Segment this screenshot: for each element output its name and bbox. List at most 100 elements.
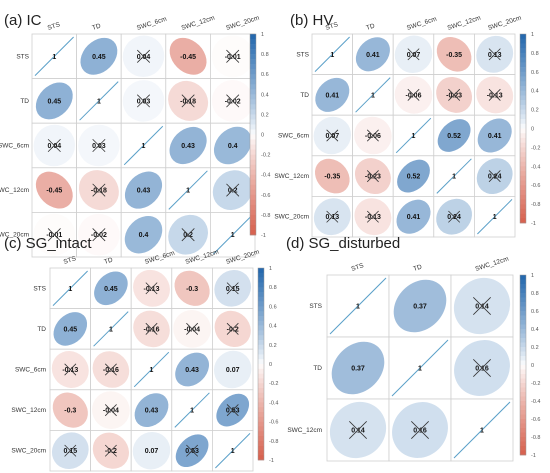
correlation-value: -0.02	[225, 98, 241, 105]
colorbar-segment	[520, 43, 526, 49]
colorbar-segment	[520, 383, 526, 388]
matrix-cell: 0.15	[211, 267, 254, 309]
colorbar-segment	[520, 405, 526, 411]
colorbar-segment	[250, 154, 256, 160]
colorbar-tick-label: -0.4	[261, 173, 270, 179]
correlation-value: -0.23	[446, 92, 462, 99]
correlation-value: 1	[231, 448, 235, 455]
column-label: SWC_20cm	[487, 15, 522, 32]
column-label: SWC_20cm	[225, 15, 260, 32]
colorbar-tick-label: -1	[261, 233, 266, 239]
column-label: SWC_12cm	[474, 256, 509, 273]
colorbar-segment	[250, 174, 256, 181]
colorbar-segment	[258, 320, 264, 326]
non-significant-cross	[473, 297, 491, 315]
colorbar-segment	[258, 340, 264, 346]
correlation-ellipse	[35, 171, 73, 209]
colorbar-tick-label: -0.2	[531, 381, 540, 387]
colorbar-tick-label: 0.6	[269, 304, 277, 310]
correlation-value: 1	[493, 214, 497, 221]
row-label: STS	[33, 285, 46, 292]
diagonal-line	[168, 170, 208, 210]
matrix-cell: -0.3	[49, 389, 91, 431]
correlation-ellipse	[213, 350, 252, 389]
colorbar-segment	[520, 320, 526, 325]
matrix-cell: 0.07	[130, 429, 173, 472]
colorbar-frame	[249, 33, 257, 236]
correlation-value: -0.45	[180, 54, 196, 61]
colorbar-tick-label: 0.4	[531, 327, 539, 333]
row-label: SWC_12cm	[0, 187, 29, 194]
colorbar-segment	[520, 208, 526, 214]
colorbar-segment	[250, 84, 256, 90]
colorbar-segment	[520, 293, 526, 298]
colorbar-segment	[250, 54, 256, 60]
matrix-cell: -0.06	[392, 74, 435, 116]
colorbar-segment	[520, 392, 526, 397]
correlation-value: 1	[97, 98, 101, 105]
matrix-cell: 0.16	[450, 336, 514, 400]
matrix-cell: -0.04	[90, 389, 132, 431]
matrix-cell: -0.2	[90, 429, 132, 472]
colorbar-segment	[520, 100, 526, 106]
correlation-value: 0.03	[137, 98, 151, 105]
correlation-value: 0.14	[351, 428, 365, 435]
colorbar-tick-label: -0.6	[269, 420, 278, 426]
matrix-cell: 0.14	[450, 274, 514, 338]
colorbar-segment	[520, 185, 526, 191]
diagonal-line	[93, 311, 129, 347]
colorbar-segment	[258, 436, 264, 442]
non-significant-cross	[92, 183, 106, 197]
colorbar-segment	[250, 139, 256, 145]
colorbar-segment	[258, 392, 264, 398]
colorbar-tick-label: -0.4	[531, 399, 540, 405]
correlation-value: 0.45	[47, 98, 61, 105]
colorbar-segment	[520, 67, 526, 73]
non-significant-cross	[366, 170, 379, 183]
non-significant-cross	[326, 129, 339, 142]
colorbar-segment	[520, 450, 526, 456]
colorbar-segment	[520, 189, 526, 195]
correlation-ellipse	[393, 279, 447, 333]
diagonal-line	[436, 158, 472, 194]
non-significant-cross	[136, 94, 151, 108]
colorbar-tick-label: -0.2	[261, 153, 270, 159]
row-label: TD	[313, 365, 322, 372]
colorbar-segment	[258, 316, 264, 322]
diagonal-line	[329, 277, 387, 335]
correlation-value: 1	[52, 54, 56, 61]
colorbar-segment	[520, 306, 526, 312]
correlation-value: -0.18	[180, 98, 196, 105]
matrix-cell: 0.37	[388, 274, 452, 338]
colorbar-tick-label: -0.8	[261, 213, 270, 219]
colorbar-segment	[258, 272, 264, 278]
colorbar-segment	[520, 147, 526, 153]
column-label: TD	[365, 22, 376, 31]
matrix-cell: 0.13	[473, 33, 516, 75]
colorbar-segment	[520, 156, 526, 162]
correlation-value: 0.16	[475, 366, 489, 373]
colorbar-segment	[520, 213, 526, 219]
colorbar-segment	[258, 311, 264, 317]
matrix-cell: 1	[473, 195, 516, 238]
matrix-cell: 0.07	[392, 33, 435, 75]
correlation-value: 0.45	[63, 326, 77, 333]
colorbar-segment	[250, 169, 256, 175]
colorbar-segment	[258, 426, 264, 432]
colorbar-tick-label: 0.2	[531, 345, 539, 351]
colorbar-tick-label: -0.2	[531, 145, 540, 151]
correlation-value: 0.4	[139, 232, 149, 239]
correlation-value: -0.3	[186, 286, 198, 293]
colorbar-segment	[258, 296, 264, 302]
matrix-cell: 1	[311, 33, 353, 75]
correlation-value: 0.43	[145, 408, 159, 415]
colorbar-segment	[250, 44, 256, 50]
matrix-cell: 0.43	[130, 389, 173, 431]
correlation-value: 0.24	[488, 174, 502, 181]
matrix-cell: 0.07	[311, 114, 353, 157]
correlation-value: 0.16	[413, 428, 427, 435]
colorbar-segment	[520, 52, 526, 58]
colorbar-tick-label: 0.6	[531, 70, 539, 76]
panel-sg-disturbed: (d) SG_disturbed STS TD SWC_12cm STS TD SWC_12…	[286, 235, 540, 462]
colorbar-segment	[520, 414, 526, 420]
